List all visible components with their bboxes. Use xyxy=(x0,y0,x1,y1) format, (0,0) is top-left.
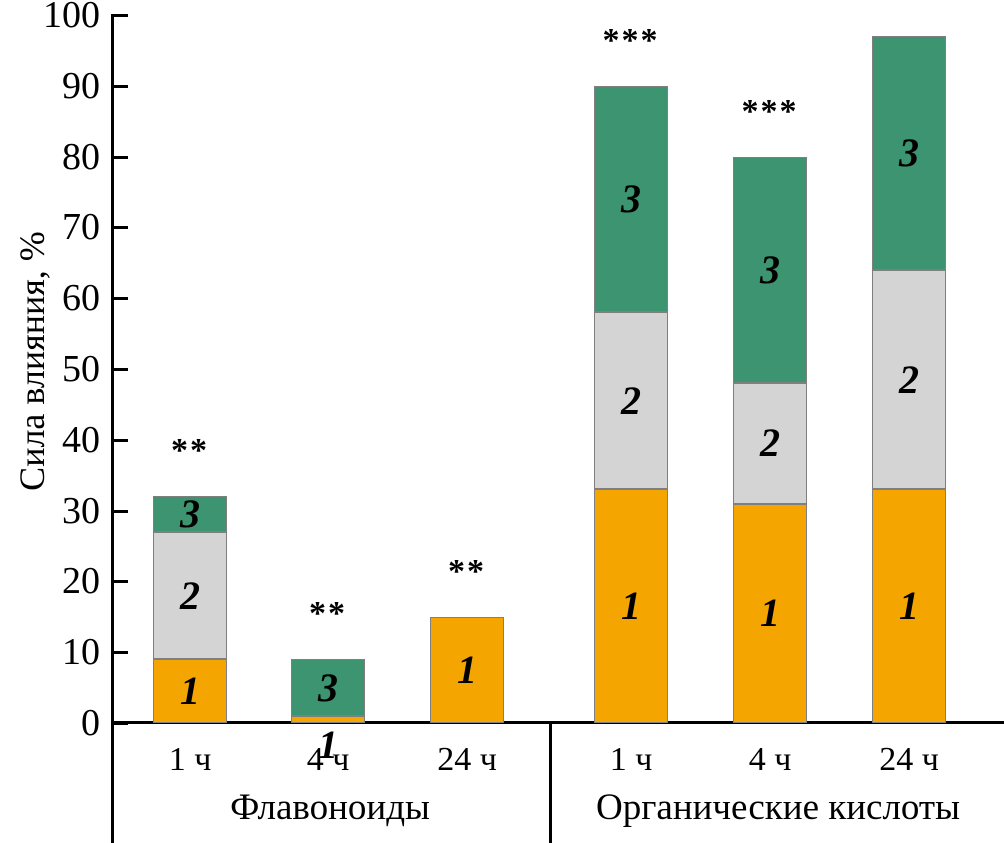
x-tick-label-3: 24 ч xyxy=(437,741,497,778)
y-tick-label-50: 50 xyxy=(62,348,100,390)
significance-marker-4: *** xyxy=(602,21,660,59)
y-tick-80 xyxy=(111,155,128,159)
significance-marker-2: ** xyxy=(309,595,347,633)
segment-label: 2 xyxy=(180,572,200,618)
bar-4[interactable]: 1 2 3 xyxy=(594,85,668,723)
x-tick-label-6: 24 ч xyxy=(879,741,939,778)
y-tick-50 xyxy=(111,368,128,371)
x-axis-line xyxy=(111,721,1004,724)
y-tick-0 xyxy=(111,722,128,725)
bar-4-segment-2[interactable]: 2 xyxy=(594,312,668,490)
bar-6-segment-3[interactable]: 3 xyxy=(872,36,946,270)
significance-marker-5: *** xyxy=(741,92,799,130)
segment-label: 3 xyxy=(621,176,641,222)
bar-6-segment-2[interactable]: 2 xyxy=(872,269,946,490)
x-tick-label-2: 4 ч xyxy=(306,741,350,778)
y-tick-40 xyxy=(111,438,128,442)
segment-label: 1 xyxy=(621,583,641,629)
y-tick-label-0: 0 xyxy=(81,702,100,744)
bar-5-segment-3[interactable]: 3 xyxy=(733,156,807,384)
segment-label: 1 xyxy=(457,646,477,692)
segment-label: 1 xyxy=(180,668,200,714)
x-tick-label-4: 1 ч xyxy=(609,741,653,778)
bar-5[interactable]: 1 2 3 xyxy=(733,156,807,723)
y-tick-label-100: 100 xyxy=(43,0,100,36)
y-tick-90 xyxy=(111,84,128,88)
bar-1-segment-1[interactable]: 1 xyxy=(153,659,227,723)
bar-4-segment-3[interactable]: 3 xyxy=(594,85,668,313)
y-tick-30 xyxy=(111,509,128,513)
y-tick-label-10: 10 xyxy=(62,631,100,674)
x-tick-label-5: 4 ч xyxy=(748,741,792,778)
bar-6-segment-1[interactable]: 1 xyxy=(872,489,946,723)
y-tick-label-40: 40 xyxy=(62,418,100,461)
label-frame-middle-divider xyxy=(549,724,552,843)
bar-4-segment-1[interactable]: 1 xyxy=(594,489,668,723)
group-label-1: Флавоноиды xyxy=(230,787,430,828)
y-tick-100 xyxy=(111,14,128,17)
segment-label: 3 xyxy=(899,130,919,176)
significance-marker-1: ** xyxy=(171,432,209,470)
segment-label: 3 xyxy=(318,664,338,710)
y-tick-label-70: 70 xyxy=(62,206,100,249)
label-frame-left-divider xyxy=(111,724,114,843)
y-tick-label-80: 80 xyxy=(62,135,100,178)
significance-marker-6: *** xyxy=(872,0,946,8)
y-tick-label-90: 90 xyxy=(62,64,100,107)
segment-label: 2 xyxy=(621,377,641,423)
segment-label: 2 xyxy=(899,356,919,402)
bar-3[interactable]: 1 xyxy=(430,616,504,723)
y-tick-60 xyxy=(111,297,128,301)
x-tick-label-1: 1 ч xyxy=(168,741,212,778)
y-tick-10 xyxy=(111,651,128,655)
y-tick-label-30: 30 xyxy=(62,489,100,532)
bar-1[interactable]: 1 2 3 xyxy=(153,491,227,723)
y-tick-20 xyxy=(111,580,128,584)
bar-6[interactable]: 1 2 3 xyxy=(872,36,946,723)
y-tick-label-60: 60 xyxy=(62,277,100,320)
segment-label: 3 xyxy=(180,491,200,537)
bar-5-segment-1[interactable]: 1 xyxy=(733,503,807,723)
y-tick-label-20: 20 xyxy=(62,560,100,603)
bar-1-segment-3[interactable]: 3 xyxy=(153,491,227,537)
bar-3-segment-1[interactable]: 1 xyxy=(430,616,504,723)
segment-label: 1 xyxy=(899,583,919,629)
bar-5-segment-2[interactable]: 2 xyxy=(733,383,807,504)
bar-2-segment-1[interactable]: 1 xyxy=(291,715,365,764)
significance-marker-3: ** xyxy=(448,552,486,590)
bar-2-segment-3[interactable]: 3 xyxy=(291,659,365,716)
bar-1-segment-2[interactable]: 2 xyxy=(153,531,227,660)
group-label-2: Органические кислоты xyxy=(596,787,960,828)
segment-label: 1 xyxy=(760,590,780,636)
segment-label: 2 xyxy=(760,420,780,466)
segment-label: 3 xyxy=(760,246,780,292)
y-tick-70 xyxy=(111,226,128,230)
